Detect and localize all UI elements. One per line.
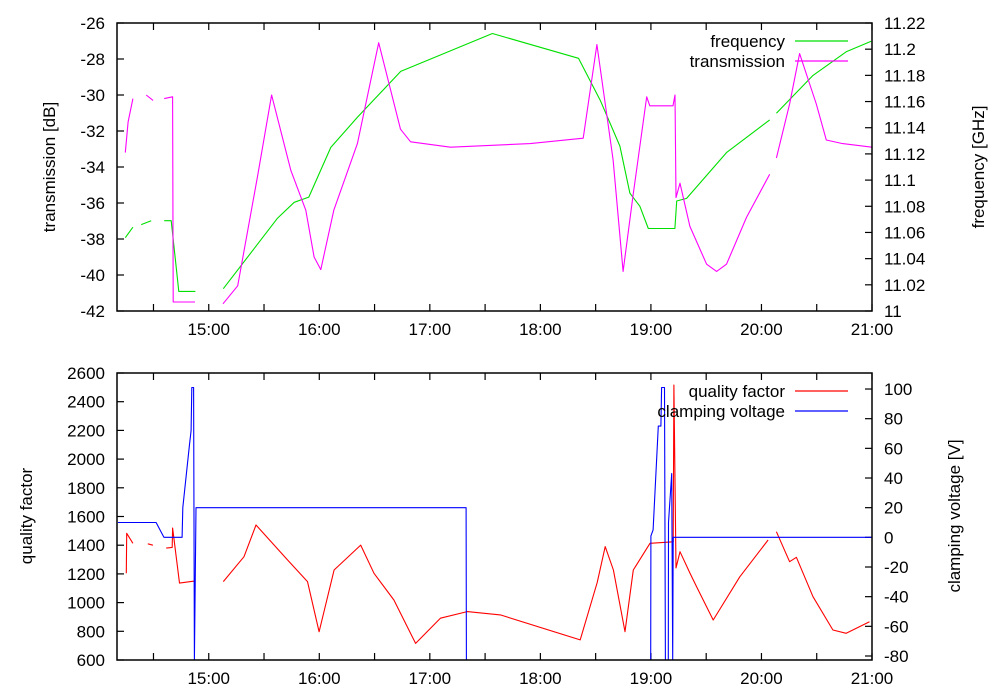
y2-tick-label: 20 [884,499,903,518]
y2-tick-label: -40 [884,588,909,607]
y2-tick-label: 11.16 [884,93,925,112]
series-line-transmission [775,53,872,159]
y2-tick-label: -60 [884,617,909,636]
series-line-quality-factor [125,532,134,574]
y2-tick-label: 11.04 [884,250,925,269]
series-line-quality-factor [147,543,154,546]
y-tick-label: -34 [80,158,105,177]
series-line-quality-factor [775,531,870,634]
x-tick-label: 21:00 [851,320,894,339]
x-tick-label: 20:00 [740,320,783,339]
y-tick-label: 600 [77,651,105,670]
y2-tick-label: 11.06 [884,223,925,242]
x-tick-label: 15:00 [187,669,230,688]
y2-tick-label: -20 [884,558,909,577]
top-panel: 15:00 16:00 17:00 18:00 19:00 20:00 21:00 -26 -2… [40,14,988,339]
plot-frame [116,22,873,312]
y2-tick-label: 11.22 [884,14,925,33]
x-tick-label: 18:00 [519,320,562,339]
y-tick-label: -32 [80,122,105,141]
series-line-frequency [141,220,152,226]
y2-tick-label: 11.1 [884,171,916,190]
y-tick-label: -30 [80,86,105,105]
series-line-quality-factor [222,384,769,644]
top-y2-axis-label: frequency [GHz] [969,106,988,229]
series-line-transmission [222,42,771,305]
y-tick-label: 1000 [67,594,105,613]
y-tick-label: 800 [77,622,105,641]
series-frequency [124,32,872,292]
series-line-clamping-voltage [118,386,467,660]
y-tick-label: 2000 [67,450,105,469]
series-quality-factor [125,384,870,644]
y2-tick-label: 0 [884,528,893,547]
y2-tick-label: 40 [884,469,903,488]
x-tick-label: 18:00 [519,669,562,688]
x-tick-label: 21:00 [851,669,894,688]
y-tick-label: 1800 [67,479,105,498]
y-tick-label: -28 [80,50,105,69]
y2-tick-label: 100 [884,380,912,399]
series-line-frequency [164,220,196,292]
y2-tick-label: 80 [884,410,903,429]
plot-frame [116,372,873,661]
y-tick-label: -38 [80,230,105,249]
x-tick-label: 16:00 [298,669,341,688]
y2-tick-label: 11.08 [884,197,925,216]
top-y-axis-label: transmission [dB] [40,102,59,232]
y2-tick-label: 11.02 [884,276,925,295]
y-tick-label: 1600 [67,508,105,527]
series-clamping-voltage [118,386,872,660]
y2-tick-label: -80 [884,647,909,666]
x-tick-label: 19:00 [630,669,673,688]
bottom-y2-axis-label: clamping voltage [V] [945,439,964,592]
series-line-frequency [222,32,771,290]
y-tick-label: 2600 [67,364,105,383]
legend-label: frequency [710,32,785,51]
y2-tick-label: 11.2 [884,40,916,59]
series-line-transmission [124,98,134,153]
y2-tick-label: 11 [884,302,902,321]
legend-label: transmission [690,52,785,71]
x-tick-label: 19:00 [630,320,673,339]
legend-label: clamping voltage [657,402,785,421]
series-line-frequency [776,40,872,114]
x-tick-label: 15:00 [187,320,230,339]
x-tick-label: 16:00 [298,320,341,339]
y2-tick-label: 11.14 [884,119,925,138]
legend-label: quality factor [689,382,786,401]
y-tick-label: -42 [80,302,105,321]
y-tick-label: 1200 [67,565,105,584]
y-tick-label: 2200 [67,421,105,440]
y-tick-label: -36 [80,194,105,213]
x-tick-label: 17:00 [409,669,452,688]
y-tick-label: -26 [80,14,105,33]
y-tick-label: -40 [80,266,105,285]
y2-tick-label: 60 [884,439,903,458]
series-line-quality-factor [166,527,195,584]
bottom-panel: 15:00 16:00 17:00 18:00 19:00 20:00 21:00 2600 2… [17,364,964,688]
bottom-y-axis-label: quality factor [17,467,36,564]
series-line-transmission [145,94,154,101]
y2-tick-label: 11.12 [884,145,925,164]
series-line-transmission [164,96,195,303]
y-tick-label: 1400 [67,536,105,555]
y-tick-label: 2400 [67,393,105,412]
series-line-clamping-voltage [650,386,872,660]
series-transmission [124,42,872,305]
y2-tick-label: 11.18 [884,66,925,85]
x-tick-label: 20:00 [740,669,783,688]
x-tick-label: 17:00 [409,320,452,339]
series-line-frequency [124,226,134,239]
